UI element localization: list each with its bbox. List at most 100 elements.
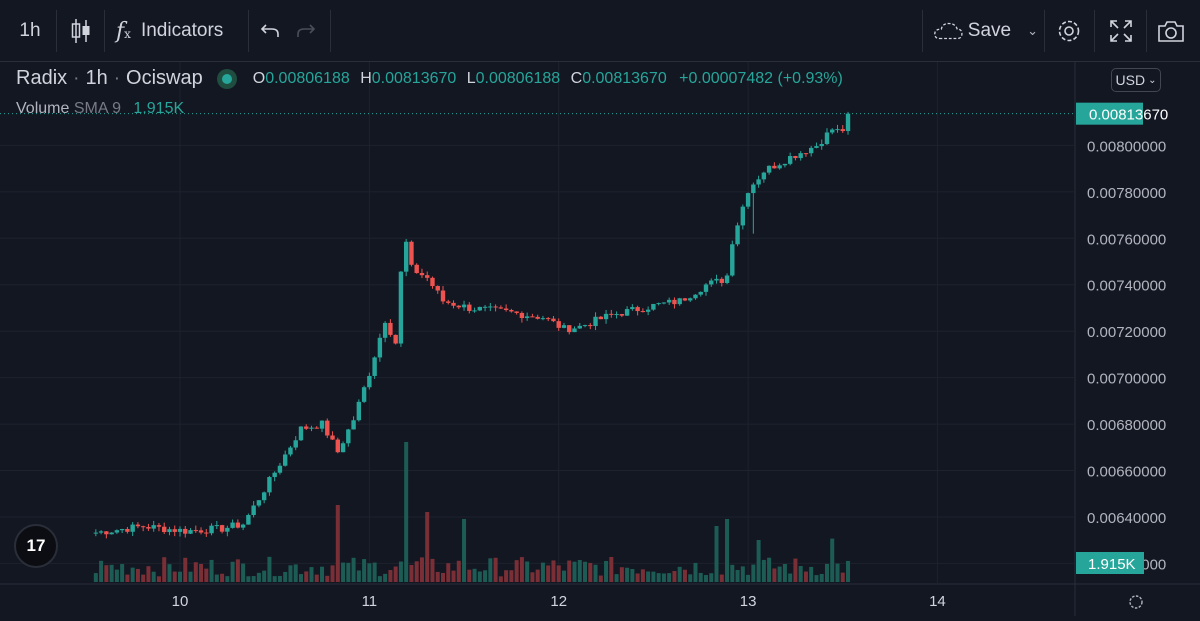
volume-bar [714,526,719,582]
candle-body [719,278,724,283]
volume-bar [130,567,135,582]
candle-body [493,306,498,308]
candle-body [346,429,351,444]
price-tick-label: 0.00660000 [1087,464,1166,481]
tradingview-logo[interactable]: 17 [14,524,58,568]
volume-bar [793,558,798,582]
last-price-tag [1076,102,1143,125]
candle-body [272,472,277,478]
price-tick-label: 0.00780000 [1087,185,1166,202]
candle-body [177,528,183,532]
volume-bar [214,574,219,582]
undo-icon [260,24,279,37]
redo-button[interactable] [292,0,320,62]
volume-bar [535,569,540,582]
market-status-icon[interactable] [216,68,237,89]
symbol-legend: Radix · 1h · Ociswap O0.00806188 H0.0081… [16,67,843,90]
candle-body [582,325,588,327]
volume-bar [383,573,388,582]
candle-body [840,129,845,132]
candle-body [514,311,519,313]
candle-body [745,193,751,207]
candle-body [730,244,735,276]
price-chart[interactable]: 0.006200000.006400000.006600000.00680000… [0,62,1200,616]
volume-bar [135,568,140,582]
candle-body [703,284,709,292]
candle-body [251,505,256,516]
chevron-down-icon: ⌄ [1148,74,1157,86]
volume-bar [777,566,782,582]
currency-label: USD [1115,72,1146,88]
candle-body [666,299,672,303]
candle-body [372,357,377,376]
candle-body [535,316,540,319]
snapshot-button[interactable] [1154,0,1188,62]
candle-body [845,113,851,132]
volume-bar [220,573,225,582]
candle-body [630,307,635,310]
candle-body [188,530,193,534]
candle-body [593,316,598,327]
interval-button[interactable]: 1h [8,0,52,62]
volume-bar [341,562,346,582]
candle-body [140,526,146,528]
candle-body [261,492,267,501]
volume-bar [430,558,435,582]
volume-bar [462,519,467,582]
volume-bar [798,565,803,582]
time-tick-label: 14 [929,593,946,610]
gear-icon[interactable] [1129,595,1143,609]
volume-bar [767,557,772,582]
volume-bar [561,570,566,582]
chevron-down-icon[interactable]: ⌄ [1027,23,1038,38]
settings-button[interactable] [1052,0,1086,62]
chart-type-button[interactable] [64,0,98,62]
candle-body [319,420,325,429]
candle-body [325,420,330,436]
save-button[interactable]: Save ⌄ [932,0,1038,62]
volume-bar [824,563,829,582]
undo-button[interactable] [256,0,284,62]
candle-body [709,280,714,285]
candle-body [214,525,220,527]
candle-body [151,525,156,529]
volume-bar [672,570,677,582]
candle-body [114,530,120,533]
volume-bar [846,560,851,582]
candle-body [209,525,214,534]
indicators-button[interactable]: fx Indicators [116,0,242,62]
volume-sma: SMA 9 [73,100,121,117]
volume-bar [262,570,267,582]
candle-body [119,529,125,531]
candle-body [577,325,582,329]
candle-body [440,290,446,302]
candle-body [498,307,504,309]
candle-body [567,325,572,333]
volume-bar [572,561,577,582]
chart-area[interactable]: 0.006200000.006400000.006600000.00680000… [0,62,1200,616]
candle-body [766,165,772,173]
camera-icon [1158,21,1184,42]
currency-selector[interactable]: USD ⌄ [1111,68,1161,92]
candle-body [798,153,803,159]
volume-bar [588,562,593,582]
candle-body [503,308,509,311]
fullscreen-button[interactable] [1104,0,1138,62]
candle-body [572,328,577,333]
volume-bar [193,562,198,582]
volume-bar [114,569,119,582]
time-tick-label: 10 [172,593,189,610]
volume-bar [740,566,745,582]
toolbar-separator [1146,10,1147,52]
candle-body [556,321,561,328]
open-key: O [252,69,266,87]
volume-bar [698,572,703,582]
fullscreen-icon [1110,20,1132,42]
volume-bar [509,570,514,582]
candle-body [477,306,483,311]
volume-bar [167,564,172,582]
candle-body [277,465,283,473]
candle-body [267,477,272,493]
low-key: L [466,69,476,87]
volume-bar [246,576,251,582]
